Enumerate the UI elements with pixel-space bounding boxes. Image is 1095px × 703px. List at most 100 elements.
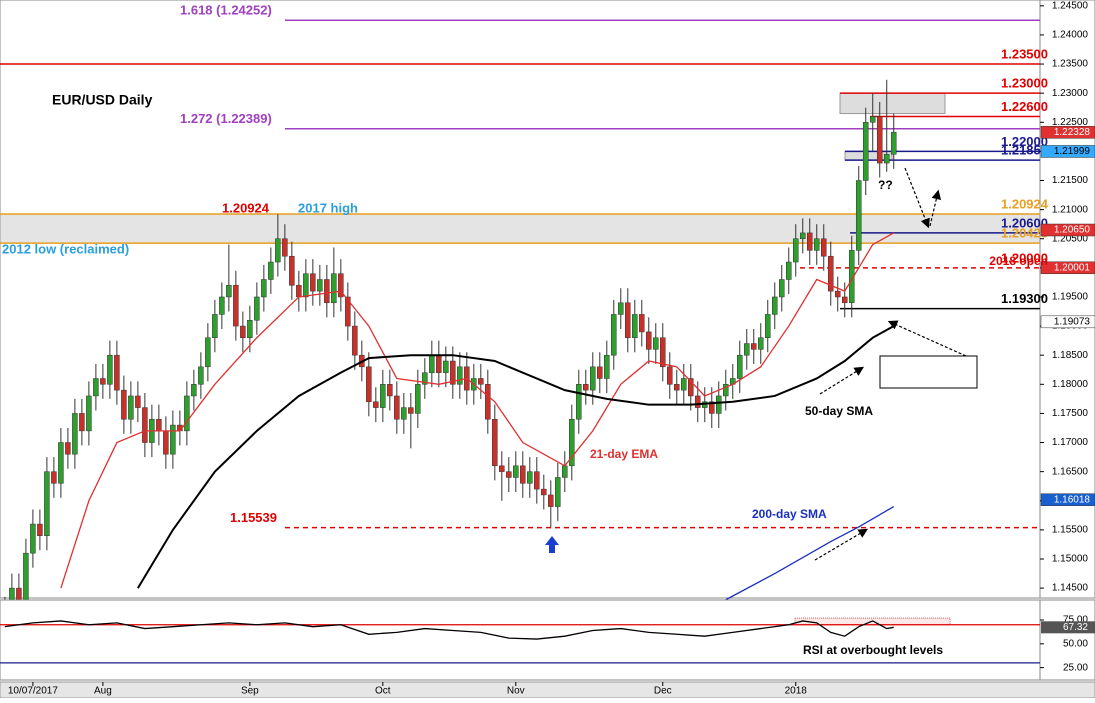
chart-title: EUR/USD Daily [52,92,153,108]
candle-body [660,337,666,368]
candle-body [16,587,22,600]
candle-body [394,395,400,420]
candle-body [604,354,610,379]
price-tag-label: 1.19073 [1054,316,1091,327]
level-label: 1.20924 [1001,196,1049,211]
x-axis-area [0,681,1095,699]
y-tick-label: 25.00 [1063,662,1088,673]
annotation: ?? [878,178,893,192]
candle-body [820,238,827,257]
candle-body [226,285,232,298]
price-tag-label: 1.20001 [1054,262,1091,273]
candle-body [855,180,862,251]
candle-body [163,430,169,455]
candle-body [23,552,29,600]
candle-body [723,384,729,397]
candle-body [485,384,491,420]
level-label: 1.20425 [1001,226,1048,241]
candle-body [681,378,687,391]
annotation-box [879,355,978,389]
price-tag [1040,261,1095,275]
x-tick-label: Oct [375,686,391,697]
candle-body [827,255,834,292]
annotation: 2017 high [298,200,358,215]
candle-body [191,384,197,397]
y-tick-label: 1.23000 [1052,88,1089,99]
candle-body [58,442,64,484]
level-label: 1.20600 [1001,215,1048,230]
candle-body [100,378,106,385]
level-label: 1.21850 [1001,143,1048,158]
y-tick-label: 1.21000 [1052,204,1089,215]
y-tick-label: 1.17500 [1052,408,1089,419]
y-tick-label: 1.19500 [1052,292,1089,303]
candle-body [513,465,519,478]
candle-body [310,273,316,292]
candle-body [548,494,554,507]
y-tick-label: 1.24500 [1052,0,1089,11]
candle-body [618,302,624,315]
candle-body [205,337,211,368]
candle-body [233,285,239,327]
candle-body [785,261,792,280]
candle-body [324,279,330,304]
candle-body [415,384,421,414]
series-line [725,506,895,601]
y-tick-label: 1.20500 [1052,233,1089,244]
y-tick-label: 1.21500 [1052,175,1089,186]
level-label: 1.23500 [1001,46,1048,61]
arrow [887,320,976,361]
candle-body [289,255,295,286]
candle-body [541,488,547,496]
y-tick-label: 1.14500 [1052,583,1089,594]
x-tick-label: Aug [94,686,112,697]
candle-body [408,407,414,414]
candle-body [765,314,771,338]
y-tick-label: 1.17000 [1052,437,1089,448]
candle-body [296,285,302,298]
candle-body [751,343,757,350]
series-line [137,325,895,589]
candle-body [492,418,498,467]
candle-body [611,314,617,356]
rsi-annotation: RSI at overbought levels [803,643,943,657]
candle-body [107,354,113,385]
candle-body [737,354,743,379]
candle-body [457,366,463,385]
candle-body [709,401,715,414]
rsi-panel: 75.00 50.00 25.00 67.32 RSI at overbought le… [0,599,1095,681]
rsi-line [4,620,894,640]
candle-body [422,372,428,385]
candle-body [317,279,323,292]
arrow [904,167,930,229]
x-tick-label: 10/07/2017 [8,686,58,697]
price-tag-label: 1.21999 [1054,146,1091,157]
candle-body [890,131,897,155]
candle-body [184,395,190,432]
candle-body [876,116,883,164]
candle-body [268,261,274,280]
candle-body [450,360,456,385]
candle-body [352,325,358,356]
y-tick-label: 75.00 [1063,615,1088,626]
candle-body [520,465,526,484]
candle-body [443,360,449,373]
y-tick-label: 1.23500 [1052,59,1089,70]
candle-body [254,296,260,321]
arrow [819,366,865,395]
series-label: 200-day SMA [752,507,827,521]
candle-body [478,378,484,385]
price-tag [1040,126,1095,139]
candle-body [93,378,99,397]
candle-body [590,366,596,391]
candle-body [121,389,127,420]
candle-body [30,523,36,554]
candle-body [506,471,512,478]
candle-body [813,238,820,251]
candle-body [37,523,43,536]
price-tag-label: 1.22328 [1054,127,1091,138]
candle-body [862,122,869,181]
candle-body [625,302,631,338]
candle-body [275,238,281,263]
candle-body [51,471,57,484]
